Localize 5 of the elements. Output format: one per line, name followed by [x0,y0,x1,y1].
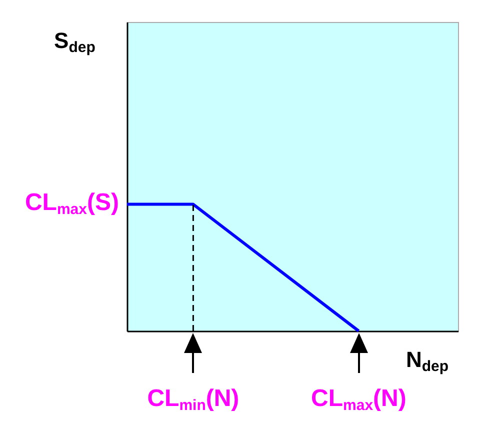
x-axis-title: N$_{dep}$ [406,347,449,375]
x-tick-label: CL$_{min}$(N) [147,385,240,414]
x-tick-label: CL$_{max}$(N) [311,385,406,414]
text: CL$_{max}$(S) [24,189,119,218]
text: S$_{dep}$ [54,28,96,56]
